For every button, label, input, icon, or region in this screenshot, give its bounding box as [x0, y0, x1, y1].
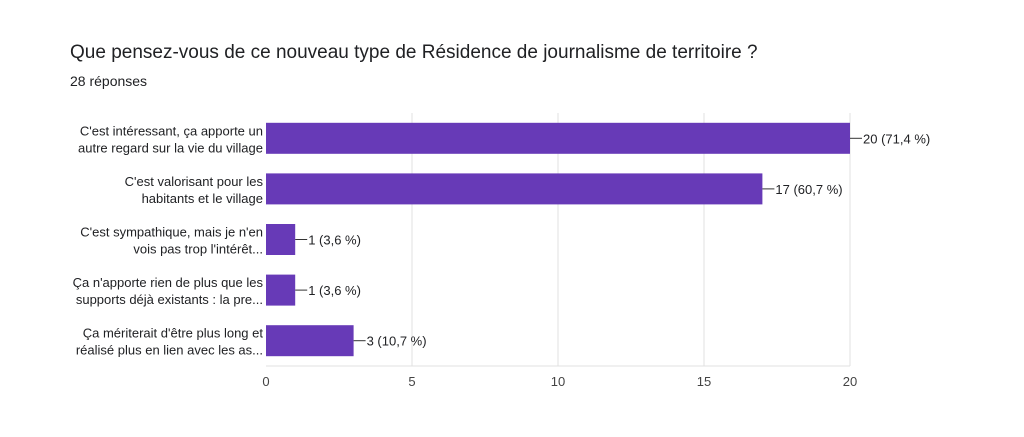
x-tick-label: 10 — [551, 374, 565, 389]
x-tick-label: 15 — [697, 374, 711, 389]
category-label-line: supports déjà existants : la pre... — [76, 292, 263, 307]
bar — [266, 122, 850, 154]
bar — [266, 325, 354, 357]
category-label: Ça mériterait d'être plus long et réalisé… — [76, 326, 264, 358]
category-label-line: C'est sympathique, mais je n'en — [80, 225, 263, 240]
data-label: 1 (3,6 %) — [308, 233, 361, 248]
category-label: C'est valorisant pour les habitants et le… — [125, 174, 264, 206]
category-label-line: autre regard sur la vie du village — [78, 140, 263, 155]
x-tick-label: 0 — [262, 374, 269, 389]
category-label-line: habitants et le village — [142, 191, 263, 206]
category-label-line: Ça mériterait d'être plus long et — [83, 326, 264, 341]
category-label-line: C'est valorisant pour les — [125, 174, 264, 189]
category-label: C'est intéressant, ça apporte un autre re… — [78, 123, 263, 155]
bar — [266, 224, 296, 255]
x-tick-label: 20 — [843, 374, 857, 389]
bar — [266, 173, 763, 205]
data-label: 3 (10,7 %) — [367, 334, 427, 349]
response-count: 28 réponses — [70, 73, 148, 89]
chart-title: Que pensez-vous de ce nouveau type de Ré… — [70, 42, 758, 63]
bar — [266, 274, 296, 306]
category-label: C'est sympathique, mais je n'en vois pas … — [80, 225, 263, 257]
data-label: 1 (3,6 %) — [308, 283, 361, 298]
data-label: 20 (71,4 %) — [863, 131, 930, 146]
category-label-line: réalisé plus en lien avec les as... — [76, 343, 263, 358]
category-label-line: Ça n'apporte rien de plus que les — [73, 275, 264, 290]
category-label: Ça n'apporte rien de plus que les support… — [73, 275, 264, 307]
category-label-line: vois pas trop l'intérêt... — [133, 242, 263, 257]
category-label-line: C'est intéressant, ça apporte un — [80, 123, 263, 138]
data-label: 17 (60,7 %) — [775, 182, 842, 197]
x-tick-label: 5 — [408, 374, 415, 389]
